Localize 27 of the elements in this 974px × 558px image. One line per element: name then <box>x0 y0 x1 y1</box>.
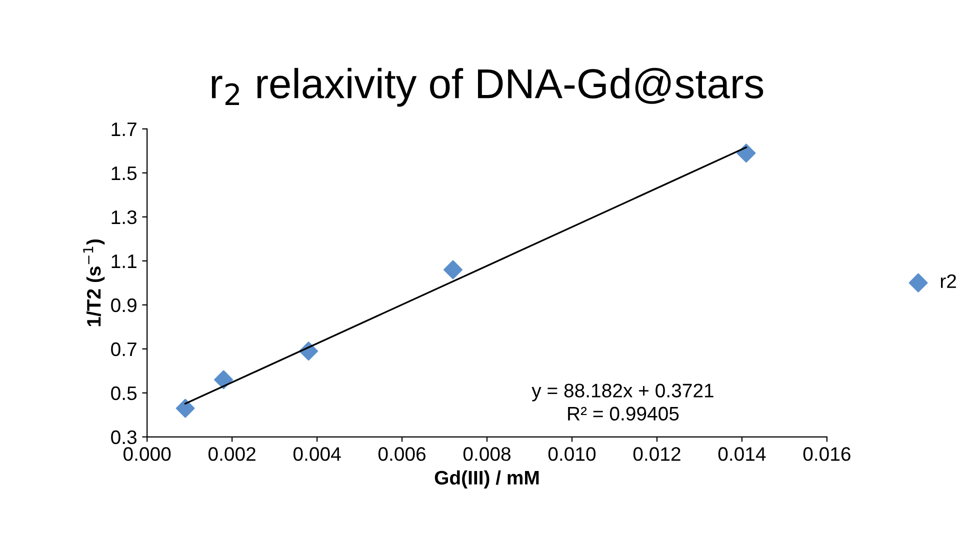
y-tick-label: 1.3 <box>112 210 136 224</box>
annotation: y = 88.182x + 0.3721 <box>532 384 714 402</box>
y-tick-label: 0.3 <box>111 430 136 444</box>
y-axis-title: 1/T2 (s$^{−1}$) <box>83 239 105 326</box>
x-tick-label: 0.000 <box>124 447 171 461</box>
point <box>444 260 462 280</box>
y-tick-label: 0.9 <box>111 298 136 312</box>
x-tick-label: 0.014 <box>718 447 766 461</box>
x-tick-label: 0.002 <box>208 447 256 461</box>
x-tick-label: 0.016 <box>803 447 850 461</box>
point <box>176 398 195 418</box>
annotation: R² = 0.99405 <box>568 406 679 421</box>
point <box>736 144 756 163</box>
x-tick-label: 0.008 <box>463 447 510 461</box>
x-axis-title: Gd(III) / mM <box>434 470 539 488</box>
y-tick-label: 0.5 <box>111 386 137 400</box>
x-tick-label: 0.004 <box>293 447 341 461</box>
legend-label: r2 <box>940 274 956 288</box>
x-tick-label: 0.012 <box>633 447 680 461</box>
y-tick-label: 1.5 <box>112 166 137 180</box>
y-tick-label: 1.7 <box>112 122 136 136</box>
y-tick-label: 1.1 <box>112 254 136 268</box>
x-tick-label: 0.006 <box>378 447 426 461</box>
chart-title: r$_{2}$ relaxivity of DNA-Gd@stars <box>212 68 764 107</box>
x-tick-label: 0.010 <box>548 447 596 461</box>
y-tick-label: 0.7 <box>111 342 136 356</box>
point <box>214 370 234 390</box>
